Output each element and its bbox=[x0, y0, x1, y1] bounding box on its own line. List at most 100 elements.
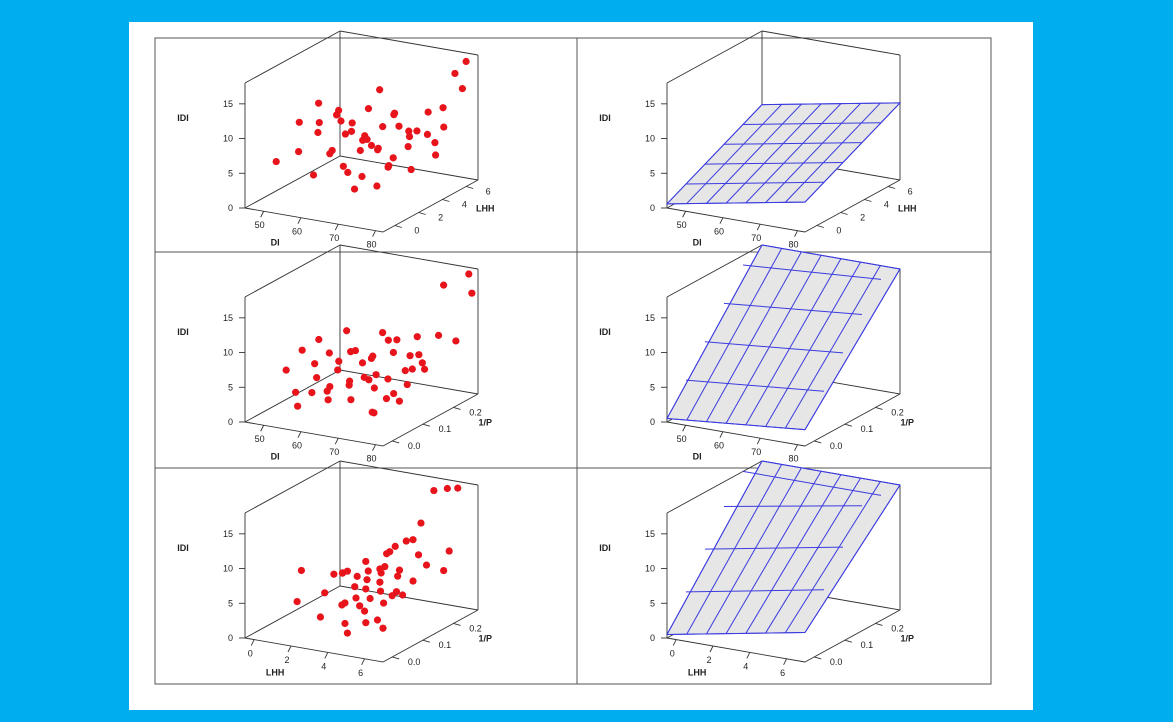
depth-axis-title: LHH bbox=[476, 203, 495, 213]
surface-grid-line bbox=[804, 268, 901, 430]
data-point bbox=[413, 333, 421, 341]
x-tick bbox=[297, 217, 302, 224]
depth-tick-label: 6 bbox=[486, 187, 491, 197]
data-point bbox=[361, 132, 369, 140]
depth-tick bbox=[814, 440, 822, 444]
surface-grid-line bbox=[725, 103, 822, 204]
data-point bbox=[308, 388, 316, 397]
fitted-surface bbox=[666, 244, 901, 431]
surface-grid-line bbox=[784, 265, 881, 429]
depth-tick bbox=[888, 186, 896, 189]
z-tick-label: 15 bbox=[645, 313, 655, 323]
data-point bbox=[339, 162, 347, 170]
x-tick bbox=[794, 230, 798, 237]
data-point bbox=[417, 519, 425, 527]
data-point bbox=[347, 348, 355, 356]
surface-grid-line bbox=[742, 470, 882, 496]
x-tick bbox=[682, 425, 687, 432]
z-axis-title: IDI bbox=[177, 327, 189, 337]
surface-grid-line bbox=[761, 102, 901, 106]
data-point bbox=[443, 484, 451, 493]
data-point bbox=[326, 150, 334, 158]
data-point bbox=[393, 336, 401, 344]
figure-paper: 0 5 10 15 50 60 70 80 0 2 4 6 IDI DI LHH 0 5 10 15 50 60 70 80… bbox=[129, 22, 1033, 710]
surface-grid-line bbox=[704, 341, 844, 354]
surface-grid-line bbox=[666, 460, 763, 635]
surface-grid-line bbox=[686, 104, 783, 204]
data-point bbox=[382, 395, 391, 403]
data-point bbox=[294, 402, 302, 410]
depth-axis-line bbox=[804, 609, 901, 663]
surface-grid-line bbox=[723, 505, 863, 507]
x-tick-label: 60 bbox=[292, 227, 302, 237]
surface-grid-line bbox=[765, 103, 861, 203]
x-tick-label: 70 bbox=[329, 233, 339, 243]
data-point bbox=[384, 375, 392, 383]
x-tick-label: 6 bbox=[780, 668, 785, 678]
surface-grid-line bbox=[686, 464, 783, 635]
x-tick-label: 0 bbox=[248, 649, 253, 659]
surface-grid-line bbox=[745, 474, 842, 634]
data-point bbox=[409, 577, 417, 585]
x-tick-label: 4 bbox=[321, 661, 326, 671]
x-tick bbox=[372, 230, 376, 237]
surface-grid-line bbox=[706, 103, 802, 204]
top-left-edge bbox=[244, 244, 341, 298]
z-tick-label: 0 bbox=[650, 633, 655, 643]
depth-axis-title: 1/P bbox=[900, 417, 914, 427]
x-tick bbox=[756, 438, 761, 445]
depth-tick bbox=[422, 639, 430, 643]
data-point bbox=[347, 396, 355, 404]
depth-axis-line bbox=[804, 393, 901, 447]
depth-tick-label: 0.1 bbox=[861, 424, 874, 434]
data-point bbox=[315, 118, 323, 127]
z-tick-label: 0 bbox=[650, 417, 655, 427]
top-back-edge bbox=[339, 244, 479, 270]
depth-axis-title: 1/P bbox=[478, 417, 492, 427]
data-point bbox=[297, 566, 305, 575]
depth-tick bbox=[394, 225, 402, 228]
data-point bbox=[362, 557, 370, 566]
z-tick-label: 15 bbox=[645, 99, 655, 109]
floor-back-left-edge bbox=[244, 369, 341, 423]
data-point bbox=[413, 127, 421, 135]
x-axis-title: LHH bbox=[688, 668, 707, 678]
surface-grid-line bbox=[723, 142, 863, 145]
x-tick bbox=[334, 224, 339, 231]
data-point bbox=[434, 331, 443, 339]
top-back-edge bbox=[339, 460, 479, 486]
x-tick-label: 70 bbox=[751, 447, 761, 457]
data-point bbox=[376, 587, 385, 595]
z-axis-title: IDI bbox=[599, 543, 611, 553]
z-tick-label: 10 bbox=[645, 134, 655, 144]
z-tick-label: 0 bbox=[228, 633, 233, 643]
frame-bottom bbox=[0, 710, 1173, 722]
data-point bbox=[420, 365, 429, 373]
x-tick-label: 60 bbox=[292, 441, 302, 451]
depth-tick bbox=[875, 622, 883, 626]
data-point bbox=[405, 127, 413, 135]
x-tick-label: 50 bbox=[255, 434, 265, 444]
data-point bbox=[316, 613, 325, 621]
data-point bbox=[272, 157, 280, 166]
data-point bbox=[343, 567, 352, 575]
data-point bbox=[390, 111, 398, 119]
x-tick-label: 80 bbox=[789, 454, 799, 464]
z-tick-label: 10 bbox=[223, 134, 233, 144]
depth-tick-label: 2 bbox=[860, 213, 865, 223]
depth-tick-label: 0.0 bbox=[830, 441, 843, 451]
data-point bbox=[458, 85, 466, 93]
data-point bbox=[330, 570, 338, 578]
top-left-edge bbox=[666, 244, 763, 298]
surface-grid-line bbox=[725, 255, 822, 424]
x-tick bbox=[324, 652, 329, 659]
data-point bbox=[364, 105, 373, 113]
x-axis-title: DI bbox=[693, 238, 702, 248]
data-point bbox=[335, 357, 343, 365]
data-point bbox=[344, 168, 352, 176]
figure-border bbox=[154, 37, 992, 685]
data-point bbox=[313, 374, 321, 382]
z-tick-label: 5 bbox=[228, 168, 233, 178]
